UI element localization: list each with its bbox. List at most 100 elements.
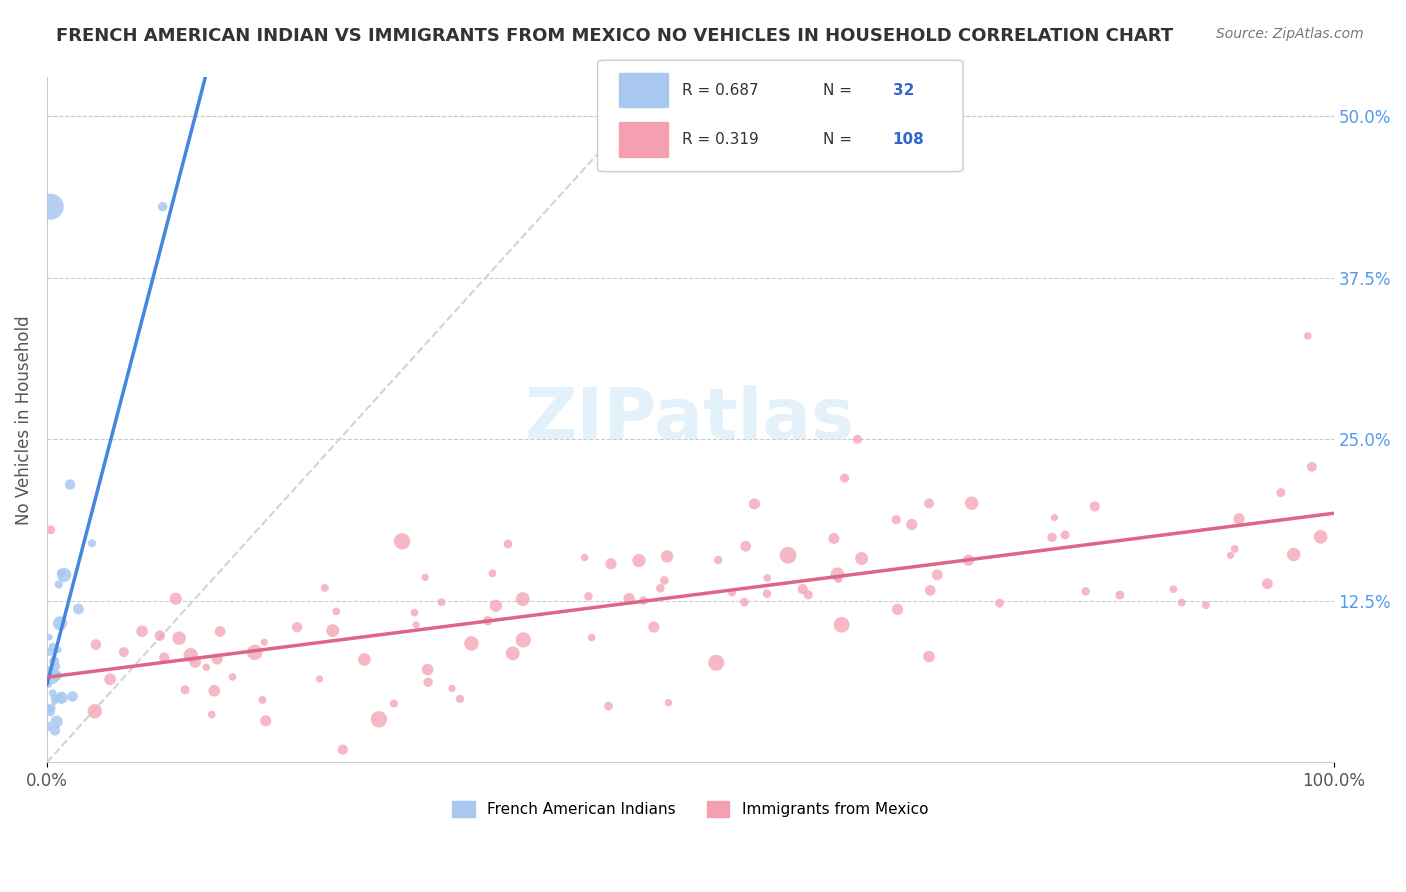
Point: [165, 591, 187, 606]
Point: [83, 704, 105, 718]
Point: [778, 548, 800, 562]
Point: [325, 604, 347, 618]
Point: [308, 672, 330, 686]
Point: [243, 645, 266, 659]
Bar: [619, 73, 668, 107]
Point: [886, 602, 908, 616]
Point: [44, 723, 66, 738]
Point: [733, 595, 755, 609]
Point: [53, 568, 76, 582]
Point: [831, 617, 853, 632]
Point: [1040, 530, 1063, 544]
Point: [707, 553, 730, 567]
Point: [846, 433, 869, 447]
Point: [512, 592, 534, 607]
Point: [42, 686, 65, 700]
Point: [734, 539, 756, 553]
Point: [391, 534, 413, 549]
Point: [98, 673, 121, 687]
Point: [37, 700, 59, 714]
Text: R = 0.687: R = 0.687: [682, 83, 758, 98]
Point: [496, 537, 519, 551]
Point: [39, 705, 62, 719]
Point: [174, 682, 197, 697]
Point: [918, 496, 941, 510]
Point: [823, 532, 845, 546]
Point: [39, 523, 62, 537]
Point: [59, 477, 82, 491]
Text: ZIPatlas: ZIPatlas: [524, 385, 855, 454]
Point: [481, 566, 503, 581]
Point: [900, 517, 922, 532]
Text: Source: ZipAtlas.com: Source: ZipAtlas.com: [1216, 27, 1364, 41]
Point: [252, 693, 274, 707]
Point: [1074, 584, 1097, 599]
Point: [755, 587, 778, 601]
Point: [578, 590, 600, 604]
Point: [184, 655, 207, 669]
Point: [205, 652, 228, 666]
Point: [38, 678, 60, 692]
Point: [918, 649, 941, 664]
Point: [322, 624, 344, 638]
Point: [221, 670, 243, 684]
Point: [792, 582, 814, 596]
Point: [502, 646, 524, 660]
Point: [512, 632, 534, 647]
Point: [42, 691, 65, 706]
Point: [627, 553, 650, 567]
Point: [41, 701, 63, 715]
Point: [254, 714, 277, 728]
Point: [797, 588, 820, 602]
Point: [633, 593, 655, 607]
Point: [598, 699, 620, 714]
Point: [485, 599, 508, 613]
Point: [405, 618, 427, 632]
Point: [756, 571, 779, 585]
Bar: [619, 122, 668, 157]
Point: [460, 636, 482, 650]
Point: [440, 681, 463, 696]
Point: [180, 648, 202, 662]
Point: [285, 620, 308, 634]
Point: [404, 606, 426, 620]
Point: [827, 573, 849, 587]
Point: [39, 200, 62, 214]
Point: [153, 650, 176, 665]
Point: [1282, 548, 1305, 562]
Point: [44, 695, 66, 709]
Point: [149, 629, 172, 643]
Point: [920, 583, 942, 598]
Point: [1256, 576, 1278, 591]
Point: [253, 635, 276, 649]
Point: [449, 691, 471, 706]
Point: [1054, 528, 1077, 542]
Text: N =: N =: [823, 83, 856, 98]
Point: [201, 707, 224, 722]
Point: [48, 642, 70, 657]
FancyBboxPatch shape: [598, 61, 963, 171]
Point: [1296, 329, 1319, 343]
Point: [617, 591, 640, 606]
Point: [353, 652, 375, 666]
Point: [67, 602, 90, 616]
Point: [657, 696, 679, 710]
Point: [1219, 549, 1241, 563]
Point: [884, 513, 907, 527]
Point: [38, 703, 60, 717]
Point: [62, 690, 84, 704]
Point: [1270, 485, 1292, 500]
Point: [704, 656, 727, 670]
Point: [1108, 588, 1130, 602]
Point: [1227, 512, 1250, 526]
Point: [152, 200, 174, 214]
Text: N =: N =: [823, 132, 856, 147]
Point: [1163, 582, 1185, 596]
Point: [37, 719, 59, 733]
Point: [655, 549, 678, 564]
Point: [744, 497, 766, 511]
Point: [382, 697, 405, 711]
Point: [652, 574, 675, 588]
Point: [209, 624, 232, 639]
Point: [416, 675, 439, 690]
